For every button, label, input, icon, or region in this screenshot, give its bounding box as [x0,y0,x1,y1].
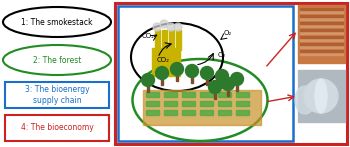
Ellipse shape [304,79,338,113]
Bar [147,85,149,92]
Bar [146,101,159,106]
Bar [300,43,343,48]
Circle shape [216,70,229,82]
Bar [152,48,180,76]
Circle shape [167,23,175,31]
Bar [236,84,238,91]
Text: O₂: O₂ [218,52,226,58]
Circle shape [222,77,235,91]
Bar [300,50,343,55]
Bar [300,43,343,45]
Bar [164,92,177,97]
Text: 2: The forest: 2: The forest [33,56,81,65]
Bar [300,36,343,38]
Bar [162,30,167,50]
Circle shape [141,74,154,86]
Bar [164,101,177,106]
Bar [176,30,181,50]
Circle shape [153,23,161,31]
Bar [155,30,160,50]
Circle shape [174,23,182,31]
Ellipse shape [295,86,315,114]
Bar [200,110,213,115]
Bar [143,90,261,125]
Bar [200,101,213,106]
Circle shape [155,66,168,80]
Text: O₂: O₂ [224,30,232,36]
Bar [298,70,345,122]
Bar [182,110,195,115]
Bar [146,110,159,115]
Bar [182,92,195,97]
Bar [191,76,193,83]
Bar [182,101,195,106]
Bar [300,15,343,20]
Bar [300,29,343,34]
Circle shape [231,72,244,86]
Text: 3: The bioenergy
supply chain: 3: The bioenergy supply chain [25,85,89,105]
Bar [206,78,208,85]
Circle shape [209,81,222,93]
Bar [214,92,216,99]
Circle shape [201,66,214,80]
Bar [164,110,177,115]
Bar [161,78,163,85]
Bar [300,36,343,41]
Bar [146,92,159,97]
Bar [227,89,229,96]
Text: CO₂: CO₂ [156,57,169,63]
Text: 1: The smokestack: 1: The smokestack [21,17,93,26]
Circle shape [160,20,168,28]
Bar [300,8,343,10]
Bar [300,8,343,13]
Bar [300,22,343,24]
Bar [218,101,231,106]
Bar [221,81,223,88]
Circle shape [170,62,183,76]
Circle shape [186,65,198,77]
Text: CO₂: CO₂ [141,33,154,39]
Bar [236,101,249,106]
Bar [218,110,231,115]
Bar [300,29,343,31]
Bar [169,30,174,50]
Ellipse shape [315,79,327,113]
Bar [300,15,343,17]
Text: 4: The bioeconomy: 4: The bioeconomy [21,123,93,132]
Bar [200,92,213,97]
Bar [176,74,178,81]
Bar [236,92,249,97]
Bar [298,5,345,63]
Bar [218,92,231,97]
Bar [236,110,249,115]
Bar [300,22,343,27]
Bar [300,50,343,52]
